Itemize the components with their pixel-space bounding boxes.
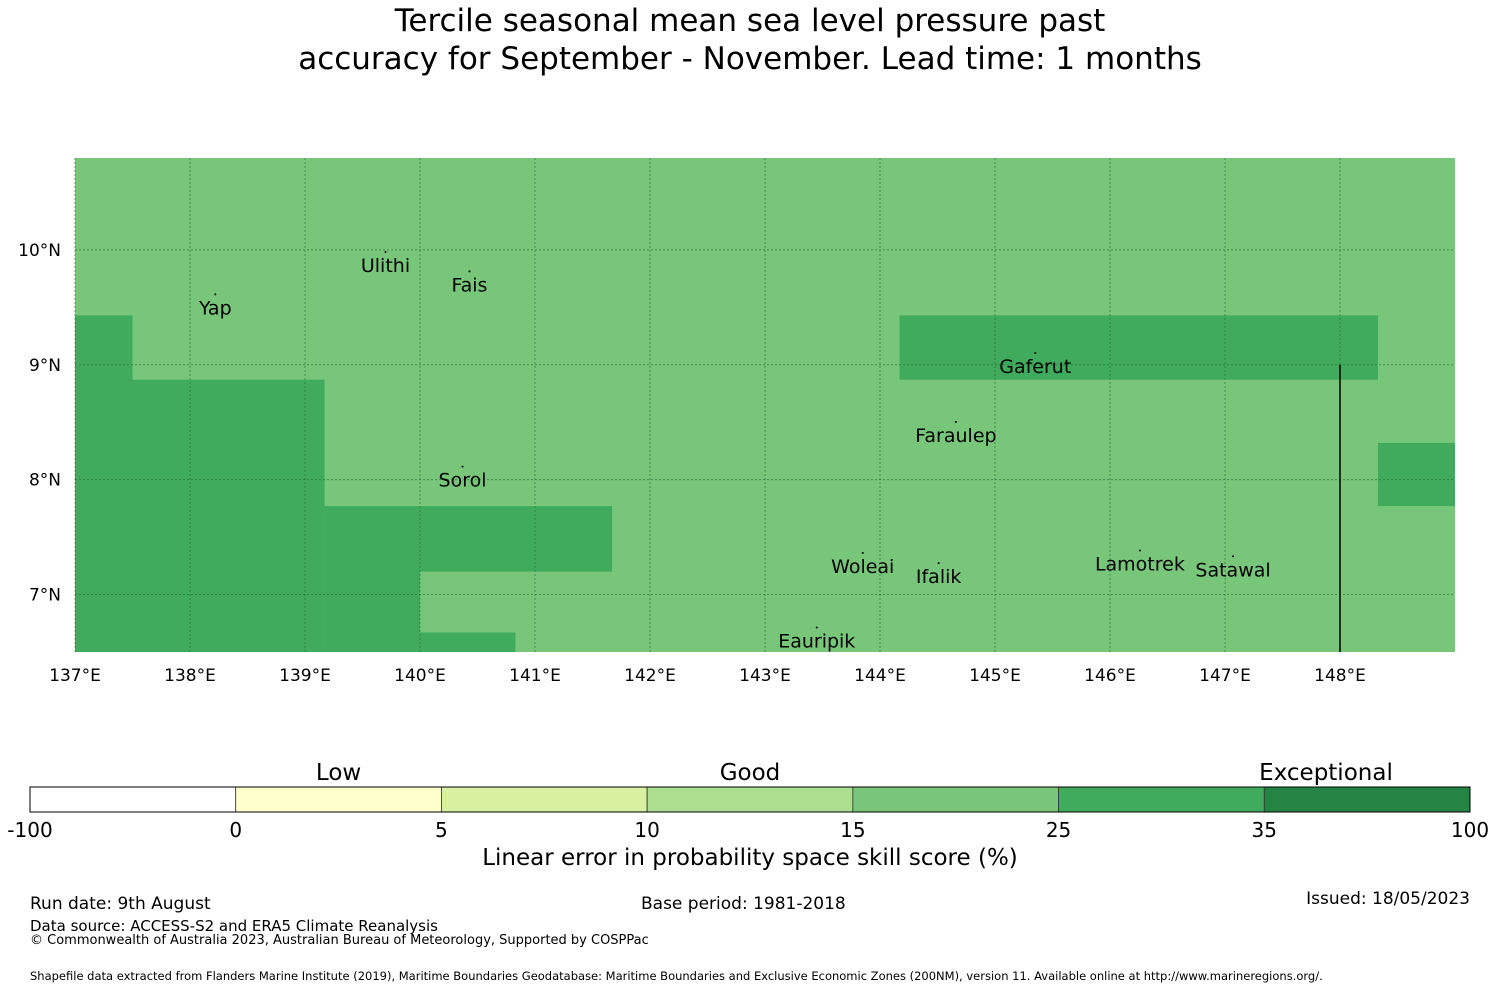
lat-tick-label: 10°N <box>18 241 61 261</box>
lat-tick-label: 7°N <box>29 586 61 606</box>
place-labels: Ulithi Fais Yap Gaferut Faraulep Sorol Woleai I… <box>198 250 1271 653</box>
island-marker <box>861 551 864 554</box>
colorbar-segment <box>1058 786 1265 813</box>
island-marker <box>1034 351 1037 354</box>
place-label: Woleai <box>831 556 894 578</box>
colorbar-segment <box>852 786 1059 813</box>
lon-tick-label: 148°E <box>1314 666 1366 686</box>
copyright: © Commonwealth of Australia 2023, Austra… <box>30 933 649 948</box>
colorbar-tick-label: 15 <box>840 818 866 842</box>
colorbar-category-label: Good <box>719 760 781 786</box>
skill-regions <box>75 315 1455 652</box>
colorbar-category-label: Exceptional <box>1259 760 1393 786</box>
place-label: Sorol <box>439 470 487 492</box>
skill-cell <box>1377 442 1455 507</box>
skill-cell <box>324 506 420 652</box>
run-date: Run date: 9th August <box>30 894 211 914</box>
island-marker <box>1138 549 1141 552</box>
base-period: Base period: 1981-2018 <box>641 894 846 914</box>
lon-tick-label: 138°E <box>164 666 216 686</box>
colorbar <box>29 786 1471 813</box>
skill-cell <box>899 315 1378 380</box>
longitude-ticks: 137°E 138°E 139°E 140°E 141°E 142°E 143°E 144°E… <box>49 666 1366 686</box>
lon-tick-label: 140°E <box>394 666 446 686</box>
skill-cell <box>420 506 613 572</box>
place-label: Ifalik <box>916 566 962 588</box>
island-marker <box>954 420 957 423</box>
colorbar-segment <box>29 786 237 813</box>
colorbar-segment <box>1263 786 1471 813</box>
skill-cell <box>132 379 325 652</box>
chart-title: Tercile seasonal mean sea level pressure… <box>0 2 1500 78</box>
colorbar-tick-label: 5 <box>435 818 448 842</box>
colorbar-tick-label: 35 <box>1251 818 1278 842</box>
lat-tick-label: 9°N <box>29 356 61 376</box>
colorbar-segment <box>646 786 854 813</box>
data-source: Data source: ACCESS-S2 and ERA5 Climate … <box>30 917 438 935</box>
lon-tick-label: 137°E <box>49 666 101 686</box>
lon-tick-label: 143°E <box>739 666 791 686</box>
skill-cell <box>75 315 133 652</box>
colorbar-frame <box>29 786 1471 813</box>
lon-tick-label: 142°E <box>624 666 676 686</box>
place-label: Ulithi <box>361 255 410 277</box>
title-line-1: Tercile seasonal mean sea level pressure… <box>394 3 1106 39</box>
island-marker <box>461 465 464 468</box>
place-label: Lamotrek <box>1095 554 1185 576</box>
place-label: Yap <box>198 297 232 319</box>
island-marker <box>1232 555 1235 558</box>
colorbar-tick-label: 25 <box>1045 818 1072 842</box>
island-marker <box>468 270 471 273</box>
place-label: Faraulep <box>915 425 996 447</box>
place-label: Satawal <box>1195 559 1270 581</box>
issued-date: Issued: 18/05/2023 <box>1306 889 1470 909</box>
lon-tick-label: 146°E <box>1084 666 1136 686</box>
shapefile-credit: Shapefile data extracted from Flanders M… <box>30 969 1323 983</box>
place-label: Fais <box>451 274 487 296</box>
colorbar-category-label: Low <box>315 760 362 786</box>
lon-tick-label: 144°E <box>854 666 906 686</box>
colorbar-tick-label: 0 <box>229 818 243 842</box>
latitude-ticks: 10°N 9°N 8°N 7°N <box>18 241 61 606</box>
island-marker <box>214 293 217 296</box>
colorbar-label: Linear error in probability space skill … <box>482 845 1018 871</box>
colorbar-tick-label: 100 <box>1450 818 1490 842</box>
lon-tick-label: 139°E <box>279 666 331 686</box>
title-line-2: accuracy for September - November. Lead … <box>298 41 1202 77</box>
lon-tick-label: 147°E <box>1199 666 1251 686</box>
skill-cell <box>420 632 516 652</box>
colorbar-segment <box>441 786 648 813</box>
lat-tick-label: 8°N <box>29 471 61 491</box>
lon-tick-label: 145°E <box>969 666 1021 686</box>
island-marker <box>815 626 818 629</box>
island-marker <box>384 250 387 253</box>
place-label: Gaferut <box>999 356 1071 378</box>
lon-tick-label: 141°E <box>509 666 561 686</box>
colorbar-segment <box>235 786 442 813</box>
colorbar-tick-label: 10 <box>634 818 660 842</box>
colorbar-tick-label: -100 <box>7 818 53 842</box>
place-label: Eauripik <box>778 631 855 653</box>
graticule <box>74 158 1455 652</box>
island-marker <box>937 562 940 565</box>
